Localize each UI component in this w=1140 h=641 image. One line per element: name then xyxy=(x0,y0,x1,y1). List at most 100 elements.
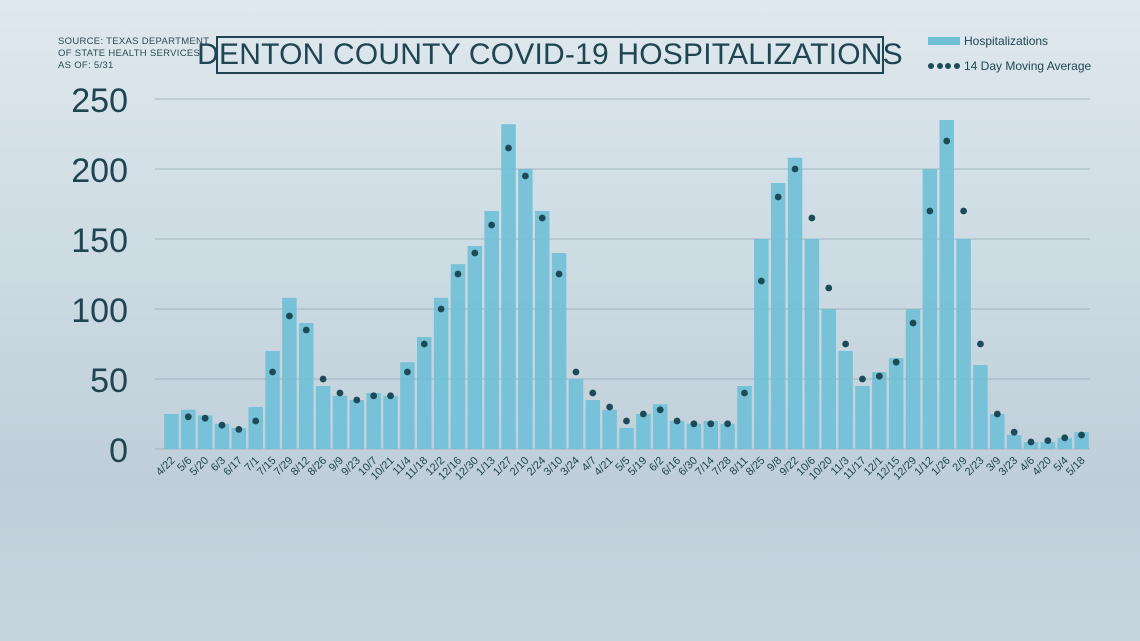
bar-5/6 xyxy=(181,409,196,449)
source-line-3: AS OF: 5/31 xyxy=(58,60,114,71)
bar-12/15 xyxy=(888,358,904,449)
bar-8/26 xyxy=(315,386,331,449)
moving-average-point-12/2 xyxy=(437,305,445,313)
moving-average-point-8/12 xyxy=(302,326,310,334)
bar-4/22 xyxy=(164,414,179,449)
moving-average-point-12/16 xyxy=(454,270,462,278)
y-tick-label-100: 100 xyxy=(71,292,128,330)
moving-average-point-3/24 xyxy=(572,368,580,376)
x-tick-label-4/21: 4/21 xyxy=(592,455,616,479)
moving-average-point-2/23 xyxy=(977,340,984,348)
moving-average-point-12/1 xyxy=(875,372,883,380)
bar-1/27 xyxy=(501,124,516,449)
bar-12/30 xyxy=(467,246,483,449)
moving-average-point-10/7 xyxy=(370,392,378,400)
bar-6/2 xyxy=(652,404,668,449)
x-tick-label-4/22: 4/22 xyxy=(154,455,178,479)
bar-3/10 xyxy=(551,253,567,449)
bar-11/18 xyxy=(416,337,432,449)
bar-2/9 xyxy=(956,239,971,449)
moving-average-point-10/20 xyxy=(825,284,833,292)
bar-4/6 xyxy=(1023,442,1039,449)
y-tick-label-50: 50 xyxy=(90,362,128,400)
bar-5/5 xyxy=(619,428,634,449)
bar-5/19 xyxy=(636,414,651,449)
chart-title: DENTON COUNTY COVID-19 HOSPITALIZATIONS xyxy=(197,36,903,74)
moving-average-point-12/15 xyxy=(892,358,900,366)
moving-average-point-10/6 xyxy=(808,214,816,222)
bar-10/6 xyxy=(804,239,820,449)
moving-average-point-6/30 xyxy=(690,420,698,428)
x-tick-label-8/26: 8/26 xyxy=(306,455,330,479)
bar-11/3 xyxy=(838,351,853,449)
bar-12/29 xyxy=(905,309,921,449)
x-tick-label-5/19: 5/19 xyxy=(626,455,650,479)
bar-3/9 xyxy=(990,414,1005,449)
moving-average-point-5/6 xyxy=(184,413,192,421)
bar-7/29 xyxy=(282,297,297,449)
bar-1/12 xyxy=(922,169,938,449)
bar-12/1 xyxy=(872,372,887,449)
bar-5/20 xyxy=(197,415,213,449)
legend-item-hospitalizations: Hospitalizations xyxy=(928,34,1091,48)
y-tick-label-0: 0 xyxy=(109,432,128,470)
moving-average-point-2/24 xyxy=(538,214,546,222)
moving-average-point-8/26 xyxy=(319,375,327,383)
bar-3/24 xyxy=(568,379,584,449)
bar-5/4 xyxy=(1057,437,1072,449)
bar-6/3 xyxy=(214,423,230,449)
moving-average-point-11/4 xyxy=(403,368,411,376)
moving-average-point-1/26 xyxy=(943,137,951,145)
bar-7/14 xyxy=(703,421,719,449)
moving-average-point-12/30 xyxy=(471,249,479,257)
legend-item-moving-average: 14 Day Moving Average xyxy=(928,59,1091,73)
bar-7/15 xyxy=(265,351,280,449)
moving-average-point-9/8 xyxy=(774,193,782,201)
x-tick-label-1/26: 1/26 xyxy=(929,455,953,479)
moving-average-point-8/25 xyxy=(757,277,765,285)
bar-6/16 xyxy=(669,421,685,449)
bar-7/28 xyxy=(720,423,735,449)
bar-1/26 xyxy=(939,120,954,449)
y-tick-label-150: 150 xyxy=(71,222,128,260)
bar-12/16 xyxy=(450,264,466,449)
x-tick-label-8/25: 8/25 xyxy=(744,455,768,479)
legend-bar-swatch xyxy=(928,37,960,45)
moving-average-point-9/9 xyxy=(336,389,344,397)
moving-average-point-7/15 xyxy=(269,368,276,376)
moving-average-point-5/4 xyxy=(1061,434,1069,442)
bar-8/11 xyxy=(737,386,752,449)
moving-average-point-3/9 xyxy=(993,410,1001,418)
bar-4/20 xyxy=(1040,442,1056,449)
x-tick-label-5/20: 5/20 xyxy=(188,455,212,479)
bar-6/30 xyxy=(686,423,702,449)
bar-2/10 xyxy=(518,169,533,449)
legend-label-moving-average: 14 Day Moving Average xyxy=(964,59,1092,73)
bar-9/22 xyxy=(787,157,803,450)
moving-average-point-6/17 xyxy=(235,426,243,433)
bar-3/23 xyxy=(1006,435,1022,449)
x-tick-label-3/24: 3/24 xyxy=(558,455,582,479)
moving-average-point-7/1 xyxy=(252,417,260,425)
moving-average-point-7/28 xyxy=(724,420,732,428)
bar-11/17 xyxy=(855,386,870,449)
moving-average-point-6/16 xyxy=(673,417,681,425)
moving-average-point-9/23 xyxy=(353,396,361,404)
x-tick-label-4/20: 4/20 xyxy=(1030,455,1054,479)
moving-average-point-1/13 xyxy=(488,221,496,229)
bar-11/4 xyxy=(400,362,415,449)
moving-average-point-11/18 xyxy=(420,340,428,348)
bar-2/24 xyxy=(534,211,550,449)
moving-average-point-11/17 xyxy=(859,375,866,383)
bar-9/8 xyxy=(770,183,786,449)
legend-label-hospitalizations: Hospitalizations xyxy=(964,34,1049,48)
moving-average-point-11/3 xyxy=(842,340,850,348)
y-tick-label-250: 250 xyxy=(71,82,128,120)
moving-average-point-2/10 xyxy=(521,172,529,180)
bar-12/2 xyxy=(433,297,449,449)
moving-average-point-1/12 xyxy=(926,207,934,215)
moving-average-point-5/18 xyxy=(1078,431,1085,439)
bar-10/7 xyxy=(366,393,381,449)
y-tick-label-200: 200 xyxy=(71,152,128,190)
